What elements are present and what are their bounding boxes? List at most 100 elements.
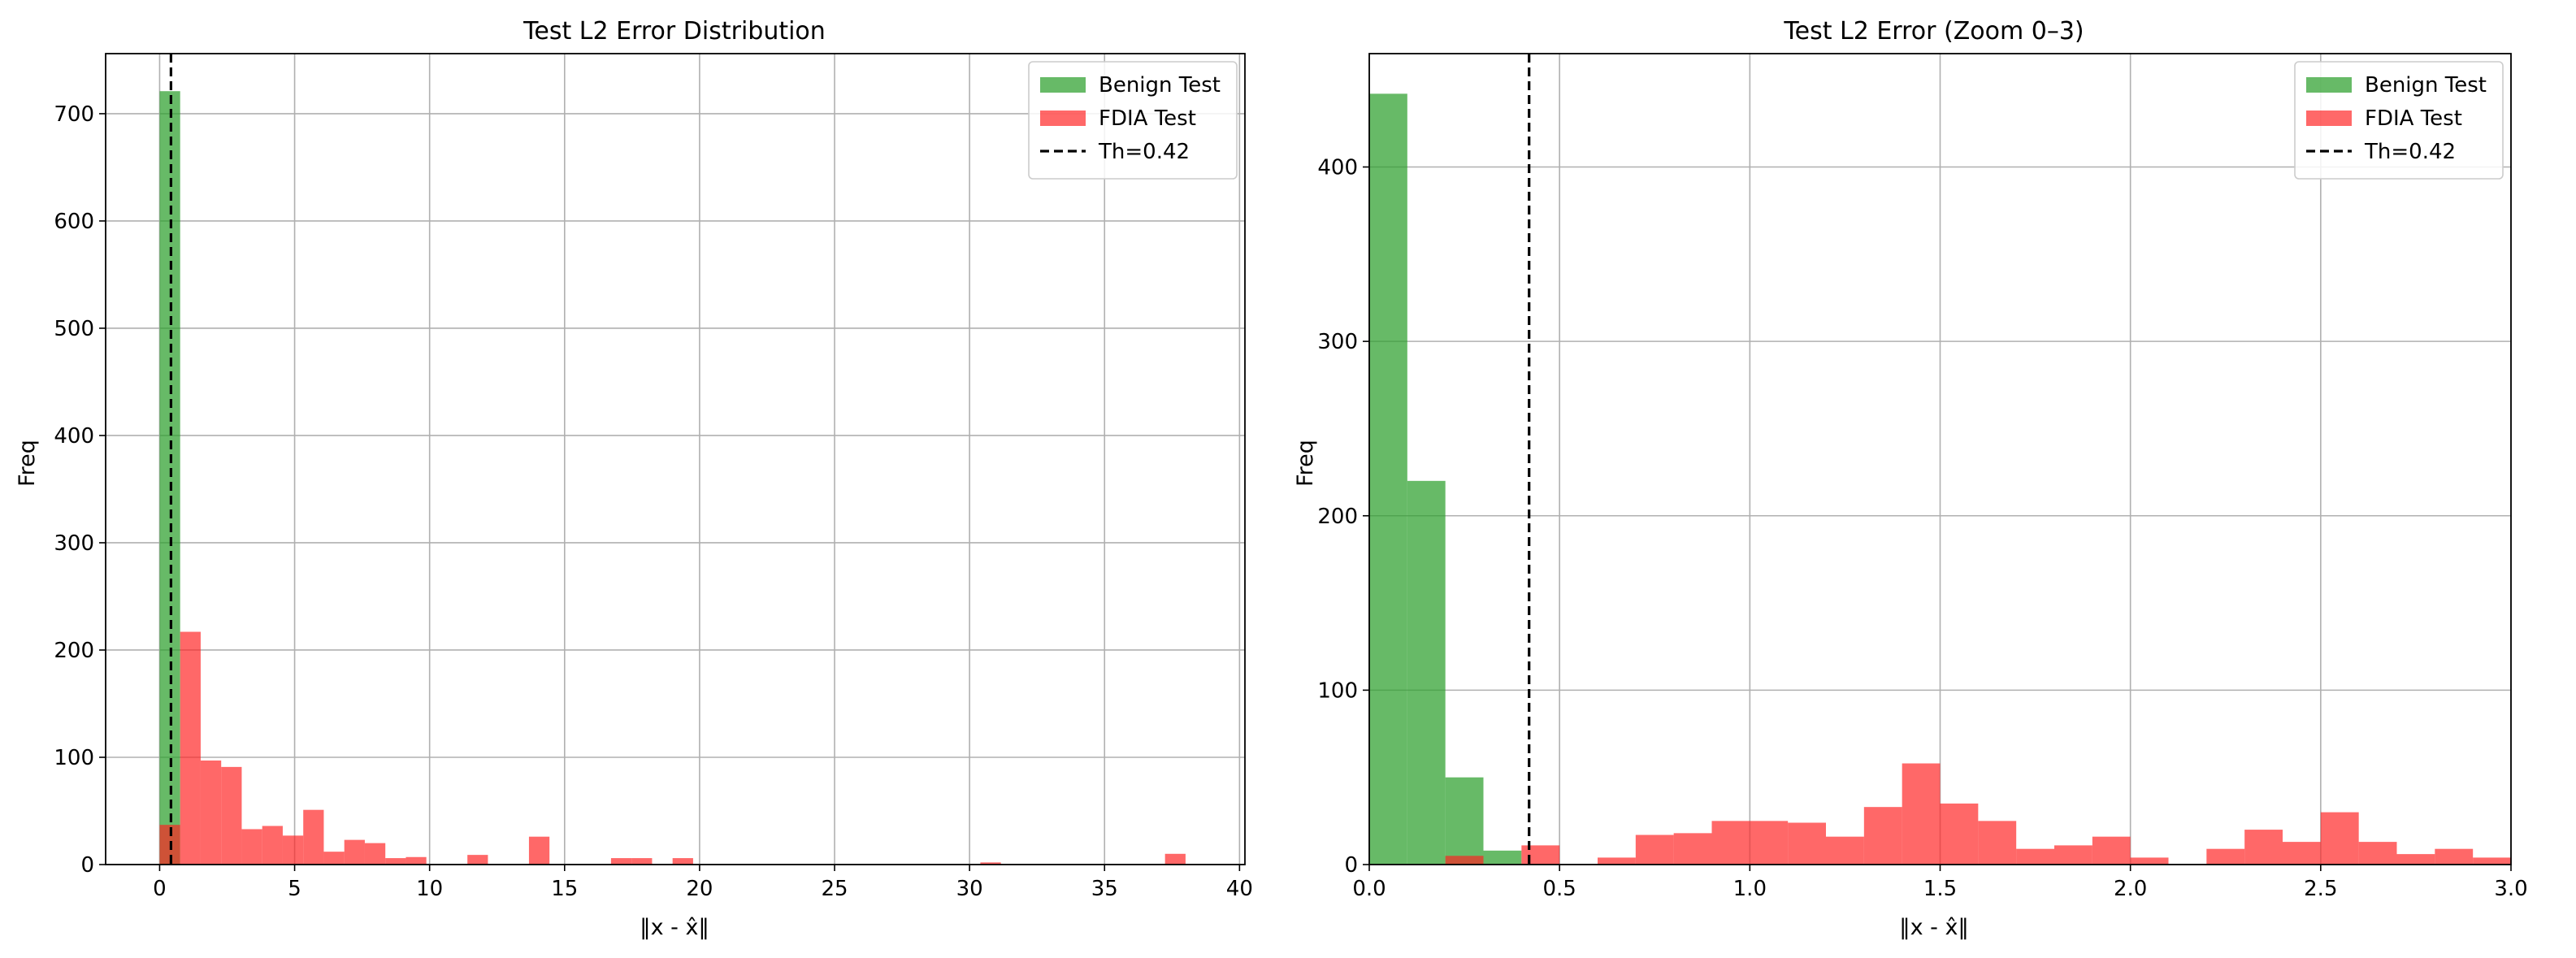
y-tick-label: 400	[54, 424, 94, 449]
x-tick-label: 40	[1226, 877, 1253, 901]
plot-area: 0.0 0.5 1.0 1.5 2.0 2.5 3.0 0 100 200 300 400	[1317, 53, 2528, 901]
x-tick-label: 15	[551, 877, 578, 901]
x-tick-label: 5	[288, 877, 301, 901]
histogram-bar	[282, 835, 304, 865]
axes-frame	[105, 53, 1246, 865]
y-tick-label: 500	[54, 317, 94, 341]
y-tick-label: 0	[80, 853, 94, 878]
histogram-bar	[2206, 848, 2245, 865]
x-tick-label: 0	[153, 877, 167, 901]
histogram-bar	[2283, 842, 2321, 865]
histogram-bar	[303, 809, 324, 865]
legend-entry-threshold-label: Th=0.42	[2364, 140, 2456, 164]
chart-panel-right: Test L2 Error (Zoom 0–3) ‖x - x̂‖ Freq 0…	[1288, 0, 2576, 954]
histogram-bar	[221, 766, 242, 865]
histogram-bar	[2435, 848, 2474, 865]
legend-entry-fdia-swatch	[2306, 111, 2352, 126]
histogram-bar	[528, 836, 550, 865]
histogram-bar	[1445, 777, 1484, 865]
histogram-bar	[364, 843, 386, 865]
histogram-bar	[323, 852, 345, 865]
chart-title: Test L2 Error (Zoom 0–3)	[1783, 17, 2084, 46]
y-tick-label: 300	[1317, 330, 1358, 354]
legend-entry-benign-swatch	[2306, 77, 2352, 93]
histogram-bar	[2130, 857, 2169, 865]
histogram-bar	[1407, 480, 1446, 865]
histogram-bar	[1940, 803, 1979, 865]
y-tick-label: 200	[54, 639, 94, 663]
x-tick-label: 0.5	[1542, 877, 1576, 901]
legend-entry-fdia-label: FDIA Test	[1099, 106, 1196, 131]
histogram-bar	[2092, 836, 2131, 865]
legend-entry-threshold-label: Th=0.42	[1098, 140, 1190, 164]
x-tick-label: 10	[416, 877, 443, 901]
histogram-bar	[1978, 821, 2017, 865]
histogram-bar	[1902, 763, 1941, 865]
histogram-bar	[1863, 807, 1902, 865]
histogram-bar	[1521, 845, 1560, 865]
x-tick-label: 2.5	[2304, 877, 2337, 901]
histogram-bar	[2320, 812, 2359, 865]
histogram-bar	[1826, 836, 1864, 865]
chart-title: Test L2 Error Distribution	[523, 17, 826, 46]
x-axis-label: ‖x - x̂‖	[1899, 915, 1969, 940]
legend: Benign Test FDIA Test Th=0.42	[2294, 61, 2504, 180]
axes-frame	[1368, 53, 2512, 865]
legend-entry-fdia-label: FDIA Test	[2365, 106, 2462, 131]
histogram-bar	[1598, 857, 1636, 865]
histogram-bar	[2054, 845, 2092, 865]
histogram-bar	[2244, 830, 2283, 865]
histogram-full-range: Test L2 Error Distribution ‖x - x̂‖ Freq…	[15, 17, 1253, 940]
histogram-bar	[385, 858, 406, 865]
y-tick-label: 400	[1317, 156, 1358, 180]
histogram-bar	[1673, 833, 1712, 865]
legend-entry-benign-swatch	[1040, 77, 1086, 93]
y-tick-label: 200	[1317, 505, 1358, 529]
x-axis-label: ‖x - x̂‖	[640, 915, 709, 940]
histogram-bar	[262, 826, 283, 865]
x-tick-label: 35	[1091, 877, 1118, 901]
histogram-bar	[2358, 842, 2397, 865]
histogram-bar	[200, 760, 222, 865]
histogram-bar	[180, 631, 201, 865]
histogram-bar	[631, 858, 653, 865]
histogram-bar	[610, 858, 632, 865]
legend-entry-fdia-swatch	[1040, 111, 1086, 126]
x-tick-label: 2.0	[2114, 877, 2147, 901]
histogram-bar	[405, 856, 427, 865]
x-tick-label: 30	[956, 877, 983, 901]
histogram-zoom-range: Test L2 Error (Zoom 0–3) ‖x - x̂‖ Freq 0…	[1293, 17, 2528, 940]
histogram-bar	[2396, 854, 2435, 865]
histogram-bar	[1483, 850, 1522, 865]
histogram-bar	[467, 855, 488, 865]
x-tick-label: 25	[821, 877, 848, 901]
x-tick-label: 1.0	[1733, 877, 1767, 901]
legend-entry-benign-label: Benign Test	[2365, 73, 2487, 98]
y-tick-label: 700	[54, 102, 94, 127]
legend: Benign Test FDIA Test Th=0.42	[1028, 61, 1238, 180]
x-tick-label: 20	[686, 877, 713, 901]
histogram-bar	[1711, 821, 1750, 865]
histogram-bar	[344, 839, 365, 865]
histogram-bar	[1750, 821, 1789, 865]
legend-entry-benign-label: Benign Test	[1099, 73, 1221, 98]
y-axis-label: Freq	[1293, 440, 1318, 487]
chart-panel-left: Test L2 Error Distribution ‖x - x̂‖ Freq…	[0, 0, 1288, 954]
y-tick-label: 600	[54, 210, 94, 234]
x-tick-label: 0.0	[1352, 877, 1386, 901]
histogram-bar	[2016, 848, 2054, 865]
x-tick-label: 3.0	[2494, 877, 2527, 901]
histogram-bar	[980, 862, 1001, 865]
histogram-bar	[241, 829, 262, 865]
y-axis-label: Freq	[15, 440, 40, 487]
histogram-bar	[2473, 857, 2511, 865]
histogram-bar	[1445, 856, 1484, 865]
y-tick-label: 100	[54, 746, 94, 770]
histogram-bar	[1635, 834, 1674, 865]
y-tick-label: 300	[54, 531, 94, 556]
histogram-bar	[1164, 853, 1186, 865]
y-tick-label: 0	[1344, 853, 1358, 878]
histogram-bar	[1788, 822, 1826, 865]
x-tick-label: 1.5	[1923, 877, 1957, 901]
